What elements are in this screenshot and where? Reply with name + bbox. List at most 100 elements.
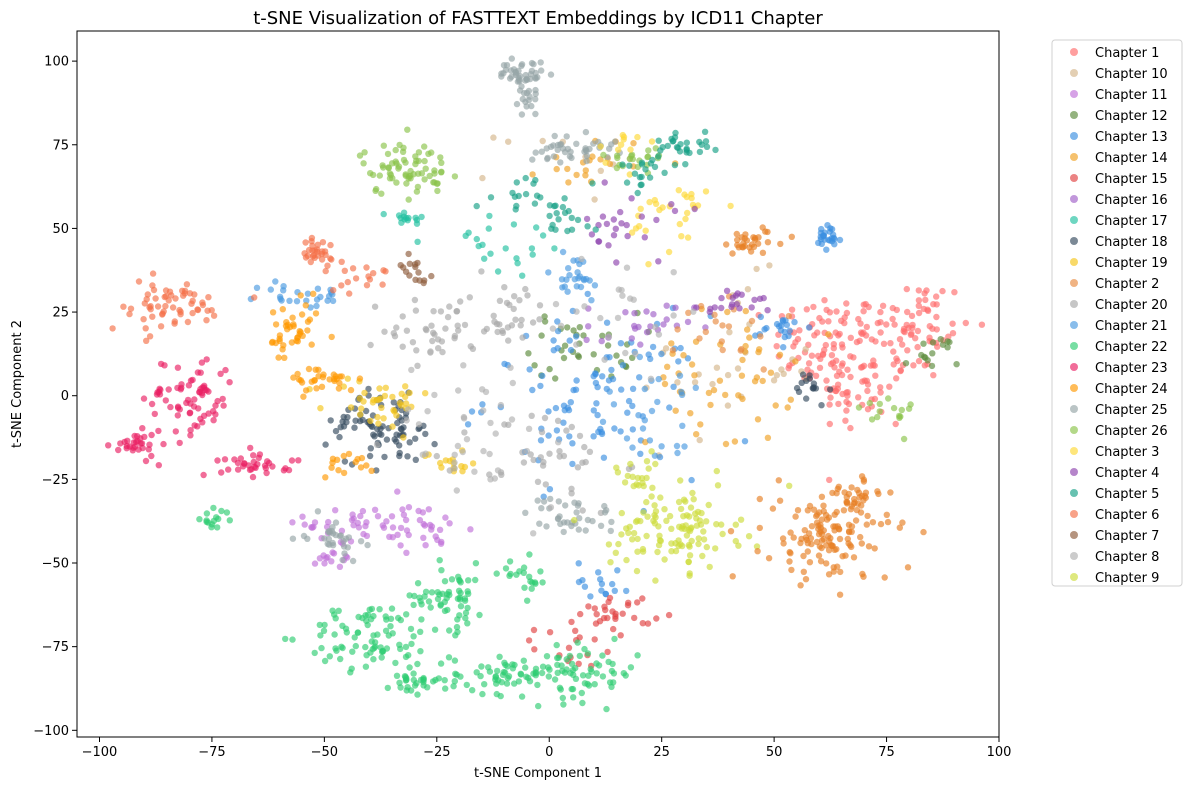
scatter-point [623,264,631,271]
scatter-point [478,663,485,670]
scatter-point [276,335,283,342]
scatter-point [415,269,422,276]
scatter-point [519,272,526,279]
scatter-point [378,404,385,411]
scatter-point [622,672,629,679]
legend-marker [1070,48,1078,56]
legend-marker [1070,489,1078,497]
scatter-point [612,225,619,232]
scatter-point [535,702,542,710]
scatter-point [371,506,379,513]
scatter-point [560,452,568,460]
scatter-point [744,286,752,293]
scatter-point [411,296,419,304]
scatter-point [585,323,592,330]
scatter-point [572,333,580,340]
scatter-point [668,525,675,532]
scatter-point [624,602,632,609]
scatter-point [405,250,412,258]
scatter-point [859,363,866,371]
scatter-point [433,452,440,460]
scatter-point [149,270,157,277]
scatter-point [417,648,424,655]
scatter-point [534,497,541,504]
legend-label: Chapter 8 [1095,550,1159,565]
scatter-point [557,520,564,528]
scatter-point [797,539,804,547]
scatter-point [215,515,222,523]
scatter-point [677,344,684,352]
scatter-point [855,394,862,401]
scatter-point [494,467,502,474]
scatter-point [304,290,312,297]
scatter-point [900,435,908,443]
scatter-point [326,541,333,548]
scatter-point [615,146,622,153]
scatter-point [473,235,480,243]
scatter-point [289,519,296,526]
scatter-point [174,364,182,371]
scatter-point [823,377,830,384]
scatter-point [573,377,580,384]
scatter-point [446,520,453,527]
scatter-point [834,523,841,530]
scatter-point [847,334,854,341]
scatter-point [467,343,474,350]
scatter-point [363,462,370,469]
scatter-point [529,156,536,163]
scatter-point [850,500,857,507]
scatter-point [528,412,535,419]
scatter-point [672,304,679,311]
scatter-point [863,521,870,528]
scatter-point [362,407,370,415]
scatter-point [538,669,546,677]
scatter-point [820,508,827,515]
scatter-point [610,625,617,633]
scatter-point [155,388,163,396]
legend-item: Chapter 12 [1070,109,1168,124]
scatter-point [137,435,144,442]
scatter-point [637,517,644,525]
scatter-point [880,340,888,347]
scatter-point [700,536,708,543]
scatter-point [383,436,391,443]
scatter-point [574,464,582,471]
scatter-point [176,439,183,447]
scatter-point [575,660,582,667]
scatter-point [456,594,463,601]
scatter-point [304,327,311,334]
scatter-point [539,579,546,586]
series-chapter-4 [583,179,771,316]
scatter-point [838,362,845,369]
scatter-point [523,103,530,110]
scatter-point [553,165,560,173]
scatter-point [641,417,648,424]
scatter-point [612,549,619,556]
scatter-point [554,669,561,676]
scatter-point [847,373,854,381]
scatter-point [324,297,331,304]
scatter-point [840,507,848,514]
scatter-point [617,141,625,148]
scatter-point [446,303,453,310]
scatter-point [624,472,631,480]
scatter-point [658,350,665,358]
scatter-point [722,391,729,399]
scatter-point [760,366,767,373]
scatter-point [826,401,833,408]
scatter-point [870,357,877,364]
scatter-point [547,504,555,511]
scatter-point [555,654,562,661]
scatter-point [591,681,598,688]
scatter-point [599,332,606,339]
scatter-point [630,140,637,147]
scatter-point [335,467,342,474]
scatter-point [655,331,663,338]
scatter-point [442,325,449,332]
scatter-point [302,239,309,246]
scatter-point [210,417,217,424]
scatter-point [734,365,742,372]
scatter-point [441,578,449,585]
scatter-point [615,540,622,548]
scatter-point [890,404,898,412]
